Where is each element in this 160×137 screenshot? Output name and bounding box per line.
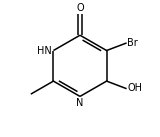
Text: Br: Br [127, 38, 138, 48]
Text: OH: OH [127, 83, 142, 93]
Text: HN: HN [37, 45, 51, 55]
Text: N: N [76, 98, 84, 108]
Text: O: O [76, 3, 84, 13]
